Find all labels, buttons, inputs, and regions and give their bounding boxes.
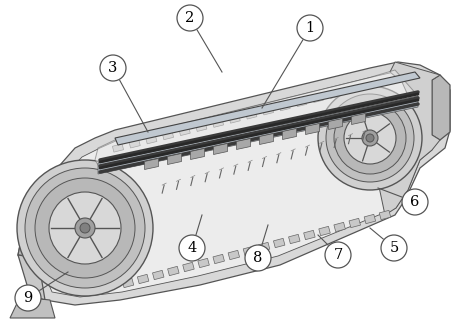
Circle shape <box>100 55 126 81</box>
Circle shape <box>25 168 145 288</box>
Polygon shape <box>167 154 181 165</box>
Polygon shape <box>259 134 273 144</box>
Polygon shape <box>282 128 296 140</box>
Circle shape <box>296 15 322 41</box>
Circle shape <box>179 235 205 261</box>
Polygon shape <box>167 266 179 276</box>
Text: 5: 5 <box>389 241 398 255</box>
Circle shape <box>361 130 377 146</box>
Polygon shape <box>236 139 250 150</box>
Polygon shape <box>35 72 439 297</box>
Polygon shape <box>228 115 240 123</box>
Circle shape <box>75 218 95 238</box>
Polygon shape <box>162 131 173 140</box>
Polygon shape <box>348 218 360 228</box>
Polygon shape <box>152 270 164 280</box>
Text: 9: 9 <box>23 291 33 305</box>
Polygon shape <box>18 215 38 258</box>
Polygon shape <box>379 210 390 220</box>
Polygon shape <box>318 226 329 236</box>
Circle shape <box>401 189 427 215</box>
Polygon shape <box>377 62 439 215</box>
Circle shape <box>244 245 270 271</box>
Polygon shape <box>115 72 419 145</box>
Polygon shape <box>122 278 133 288</box>
Text: 3: 3 <box>108 61 117 75</box>
Polygon shape <box>278 103 289 111</box>
Text: 1: 1 <box>305 21 314 35</box>
Polygon shape <box>362 82 373 90</box>
Text: 4: 4 <box>187 241 196 255</box>
Polygon shape <box>312 94 323 102</box>
Circle shape <box>365 134 373 142</box>
Polygon shape <box>18 62 449 305</box>
Circle shape <box>317 86 421 190</box>
Polygon shape <box>228 250 239 260</box>
Polygon shape <box>303 230 314 240</box>
Polygon shape <box>197 258 209 268</box>
Polygon shape <box>328 118 342 129</box>
Text: 6: 6 <box>410 195 419 209</box>
Circle shape <box>49 192 121 264</box>
Polygon shape <box>18 255 45 300</box>
Circle shape <box>17 160 153 296</box>
Polygon shape <box>212 254 224 264</box>
Circle shape <box>35 178 135 278</box>
Circle shape <box>324 242 350 268</box>
Polygon shape <box>213 143 227 155</box>
Polygon shape <box>195 123 207 131</box>
Polygon shape <box>243 246 254 256</box>
Polygon shape <box>262 107 273 115</box>
Polygon shape <box>10 297 55 318</box>
Polygon shape <box>98 96 417 174</box>
Polygon shape <box>190 149 204 159</box>
Polygon shape <box>333 222 344 232</box>
Polygon shape <box>258 242 269 252</box>
Circle shape <box>343 112 395 164</box>
Polygon shape <box>305 124 319 135</box>
Circle shape <box>80 223 90 233</box>
Polygon shape <box>351 113 365 125</box>
Polygon shape <box>95 70 417 168</box>
Polygon shape <box>431 75 449 140</box>
Text: 8: 8 <box>253 251 262 265</box>
Polygon shape <box>329 90 339 98</box>
Polygon shape <box>295 98 306 107</box>
Circle shape <box>15 285 41 311</box>
Polygon shape <box>129 140 140 148</box>
Polygon shape <box>137 274 148 284</box>
Circle shape <box>325 94 413 182</box>
Polygon shape <box>273 238 284 248</box>
Polygon shape <box>364 214 375 224</box>
Circle shape <box>177 5 202 31</box>
Circle shape <box>380 235 406 261</box>
Polygon shape <box>182 262 194 272</box>
Polygon shape <box>345 86 356 94</box>
Text: 7: 7 <box>333 248 342 262</box>
Polygon shape <box>144 158 158 170</box>
Polygon shape <box>212 119 223 127</box>
Polygon shape <box>179 127 190 136</box>
Polygon shape <box>245 111 256 119</box>
Polygon shape <box>288 234 299 244</box>
Circle shape <box>333 102 405 174</box>
Text: 2: 2 <box>185 11 194 25</box>
Polygon shape <box>112 144 123 152</box>
Polygon shape <box>146 136 157 144</box>
